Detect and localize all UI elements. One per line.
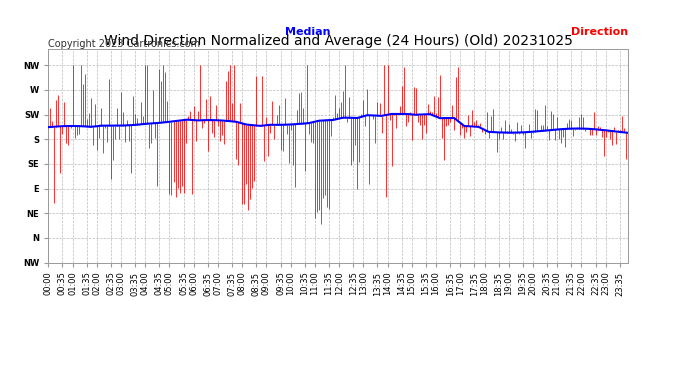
Text: Median: Median: [285, 27, 331, 37]
Text: Copyright 2023 Cartronics.com: Copyright 2023 Cartronics.com: [48, 39, 200, 50]
Title: Wind Direction Normalized and Average (24 Hours) (Old) 20231025: Wind Direction Normalized and Average (2…: [104, 34, 573, 48]
Text: Direction: Direction: [571, 27, 628, 37]
